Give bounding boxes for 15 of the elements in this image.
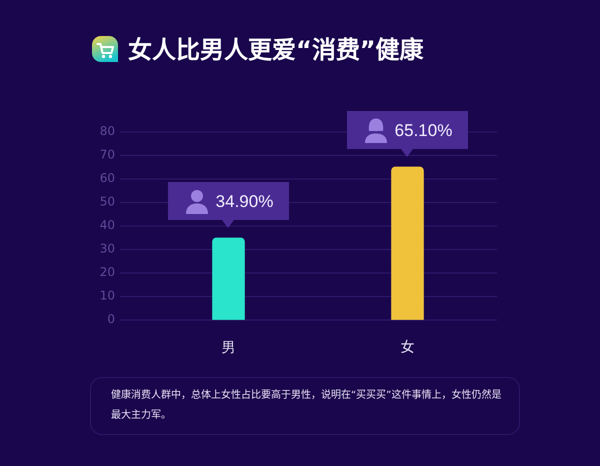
y-tick-label: 70 — [100, 148, 115, 162]
y-tick-label: 60 — [100, 171, 115, 186]
y-tick-label: 40 — [100, 218, 115, 232]
y-tick-label: 50 — [100, 194, 115, 209]
y-tick-label: 10 — [100, 288, 115, 303]
y-tick-label: 20 — [100, 265, 115, 280]
note-box: 健康消费人群中，总体上女性占比要高于男性，说明在“买买买”这件事情上，女性仍然是最大主力军。 — [90, 377, 520, 435]
chart-title: 女人比男人更爱“消费”健康 — [128, 35, 424, 65]
x-tick-label: 女 — [400, 339, 414, 356]
y-tick-label: 30 — [100, 242, 115, 256]
y-tick-label: 80 — [100, 124, 115, 138]
data-label: 65.10% — [394, 120, 452, 142]
x-tick-label: 男 — [222, 340, 236, 356]
data-label: 34.90% — [216, 190, 274, 213]
y-tick-label: 0 — [107, 312, 115, 326]
